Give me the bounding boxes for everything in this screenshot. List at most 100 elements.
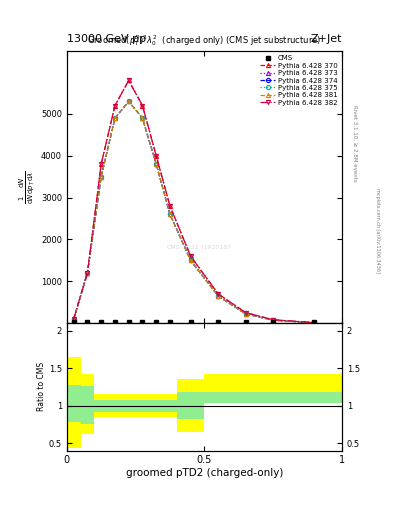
Pythia 6.428 375	[188, 258, 193, 264]
Pythia 6.428 373	[168, 211, 173, 218]
Pythia 6.428 373	[154, 161, 159, 167]
Pythia 6.428 374	[154, 161, 159, 167]
Pythia 6.428 381	[271, 317, 275, 323]
Pythia 6.428 374	[312, 319, 317, 326]
Pythia 6.428 382	[154, 153, 159, 159]
Pythia 6.428 373	[243, 311, 248, 317]
Pythia 6.428 370	[188, 253, 193, 259]
Pythia 6.428 375	[85, 270, 90, 276]
Text: CMS_2021_I1920187: CMS_2021_I1920187	[166, 244, 231, 250]
CMS	[99, 319, 104, 325]
Pythia 6.428 381	[72, 316, 76, 322]
Pythia 6.428 382	[216, 291, 220, 297]
Pythia 6.428 370	[243, 310, 248, 316]
Pythia 6.428 382	[140, 102, 145, 109]
Text: Groomed$(p_T^D)^2\lambda_0^2$  (charged only) (CMS jet substructure): Groomed$(p_T^D)^2\lambda_0^2$ (charged o…	[87, 34, 321, 49]
Pythia 6.428 381	[312, 319, 317, 326]
Pythia 6.428 373	[216, 293, 220, 299]
Pythia 6.428 382	[72, 316, 76, 322]
Pythia 6.428 381	[216, 293, 220, 299]
Pythia 6.428 370	[312, 319, 317, 326]
CMS	[85, 319, 90, 325]
Pythia 6.428 381	[140, 115, 145, 121]
Pythia 6.428 373	[271, 317, 275, 323]
CMS	[168, 319, 173, 325]
Pythia 6.428 374	[72, 316, 76, 322]
Pythia 6.428 375	[99, 174, 104, 180]
Pythia 6.428 370	[271, 317, 275, 323]
CMS	[127, 319, 131, 325]
Text: Z+Jet: Z+Jet	[310, 33, 342, 44]
Pythia 6.428 370	[127, 77, 131, 83]
Pythia 6.428 374	[99, 174, 104, 180]
Pythia 6.428 374	[216, 293, 220, 299]
Pythia 6.428 374	[243, 311, 248, 317]
Pythia 6.428 370	[113, 102, 118, 109]
Pythia 6.428 381	[243, 311, 248, 317]
Pythia 6.428 370	[99, 161, 104, 167]
CMS	[216, 319, 220, 325]
Pythia 6.428 375	[154, 161, 159, 167]
X-axis label: groomed pTD2 (charged-only): groomed pTD2 (charged-only)	[126, 468, 283, 478]
Pythia 6.428 374	[271, 317, 275, 323]
Pythia 6.428 382	[127, 77, 131, 83]
Pythia 6.428 375	[216, 293, 220, 299]
Pythia 6.428 373	[140, 115, 145, 121]
Pythia 6.428 381	[188, 258, 193, 264]
Pythia 6.428 382	[188, 253, 193, 259]
Pythia 6.428 373	[85, 270, 90, 276]
CMS	[188, 319, 193, 325]
CMS	[271, 319, 275, 325]
Pythia 6.428 375	[312, 319, 317, 326]
Text: 13000 GeV pp: 13000 GeV pp	[67, 33, 146, 44]
Pythia 6.428 374	[127, 98, 131, 104]
CMS	[72, 319, 76, 325]
Pythia 6.428 370	[216, 291, 220, 297]
Pythia 6.428 370	[140, 102, 145, 109]
Pythia 6.428 381	[85, 270, 90, 276]
Pythia 6.428 370	[154, 153, 159, 159]
Pythia 6.428 382	[271, 317, 275, 323]
Text: Rivet 3.1.10, ≥ 2.8M events: Rivet 3.1.10, ≥ 2.8M events	[352, 105, 357, 182]
Pythia 6.428 381	[113, 115, 118, 121]
Pythia 6.428 375	[168, 211, 173, 218]
Line: Pythia 6.428 381: Pythia 6.428 381	[72, 99, 316, 325]
Line: Pythia 6.428 382: Pythia 6.428 382	[72, 78, 316, 325]
CMS	[243, 319, 248, 325]
Pythia 6.428 382	[113, 102, 118, 109]
Pythia 6.428 370	[168, 203, 173, 209]
Pythia 6.428 375	[127, 98, 131, 104]
Pythia 6.428 382	[99, 161, 104, 167]
Pythia 6.428 374	[113, 115, 118, 121]
Line: Pythia 6.428 375: Pythia 6.428 375	[72, 99, 316, 325]
Line: CMS: CMS	[72, 320, 316, 324]
Pythia 6.428 382	[168, 203, 173, 209]
Line: Pythia 6.428 374: Pythia 6.428 374	[72, 99, 316, 325]
Pythia 6.428 370	[85, 270, 90, 276]
Pythia 6.428 374	[85, 270, 90, 276]
Pythia 6.428 381	[168, 211, 173, 218]
Pythia 6.428 373	[99, 174, 104, 180]
CMS	[140, 319, 145, 325]
Pythia 6.428 375	[113, 115, 118, 121]
Pythia 6.428 375	[140, 115, 145, 121]
Pythia 6.428 375	[271, 317, 275, 323]
Pythia 6.428 382	[85, 270, 90, 276]
Legend: CMS, Pythia 6.428 370, Pythia 6.428 373, Pythia 6.428 374, Pythia 6.428 375, Pyt: CMS, Pythia 6.428 370, Pythia 6.428 373,…	[257, 53, 340, 109]
CMS	[154, 319, 159, 325]
Pythia 6.428 381	[127, 98, 131, 104]
Pythia 6.428 374	[168, 211, 173, 218]
Y-axis label: $\frac{1}{\mathrm{d}N}\frac{\mathrm{d}N}{\mathrm{d}p_T\,\mathrm{d}\lambda}$: $\frac{1}{\mathrm{d}N}\frac{\mathrm{d}N}…	[17, 170, 37, 204]
Pythia 6.428 374	[140, 115, 145, 121]
Y-axis label: Ratio to CMS: Ratio to CMS	[37, 362, 46, 412]
Pythia 6.428 373	[72, 316, 76, 322]
Pythia 6.428 382	[312, 319, 317, 326]
Pythia 6.428 373	[188, 258, 193, 264]
Line: Pythia 6.428 373: Pythia 6.428 373	[72, 99, 316, 325]
CMS	[113, 319, 118, 325]
Pythia 6.428 374	[188, 258, 193, 264]
Pythia 6.428 381	[154, 161, 159, 167]
Text: mcplots.cern.ch [arXiv:1306.3436]: mcplots.cern.ch [arXiv:1306.3436]	[375, 188, 380, 273]
Pythia 6.428 373	[312, 319, 317, 326]
Pythia 6.428 375	[243, 311, 248, 317]
